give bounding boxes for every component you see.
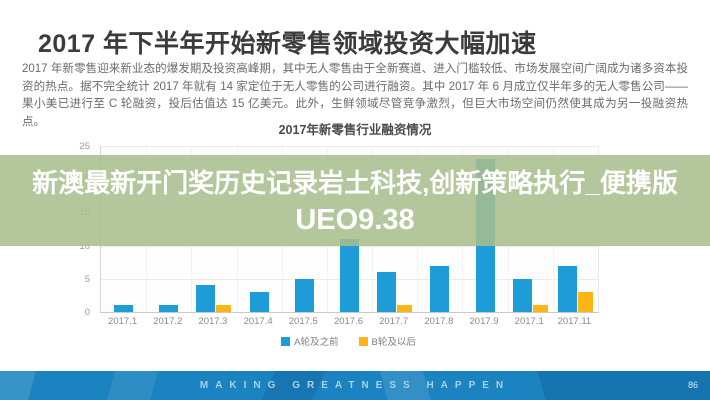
legend-item: B轮及以后	[358, 334, 416, 348]
legend-label: A轮及之前	[294, 337, 339, 348]
bar-A轮及之前	[196, 285, 216, 312]
x-tick-label: 2017.2	[153, 316, 183, 327]
legend-swatch	[358, 336, 368, 346]
x-tick-label: 2017.6	[333, 316, 364, 327]
footer-bar: MAKING GREATNESS HAPPEN 86	[0, 371, 710, 400]
bar-A轮及之前	[114, 305, 134, 312]
x-tick-label: 2017.8	[424, 316, 454, 327]
bar-group	[372, 146, 417, 312]
x-tick-label: 2017.5	[288, 316, 318, 327]
x-tick-label: 2017.7	[379, 316, 409, 327]
watermark-text-line2: UEO9.38	[295, 203, 415, 236]
bar-A轮及之前	[339, 238, 359, 312]
chart-legend: A轮及之前 B轮及以后	[100, 334, 597, 348]
page-number: 86	[687, 380, 698, 390]
y-tick-label: 25	[79, 141, 90, 152]
bar-group	[146, 146, 191, 312]
bar-group	[191, 146, 236, 312]
bar-B轮及以后	[397, 305, 413, 312]
chart-x-axis: 2017.1 2017.2 2017.3 2017.4 2017.5 2017.6 2017…	[100, 316, 597, 330]
bar-B轮及以后	[216, 305, 232, 312]
y-tick-label: 0	[84, 307, 90, 318]
bar-group	[237, 146, 282, 312]
gridline-horizontal	[101, 146, 598, 147]
bar-group	[101, 146, 146, 312]
x-tick-label: 2017.4	[243, 316, 273, 327]
bar-A轮及之前	[430, 265, 450, 312]
x-tick-label: 2017.9	[469, 316, 499, 327]
page-title: 2017 年下半年开始新零售领域投资大幅加速	[38, 30, 537, 58]
x-tick-label: 2017.3	[198, 316, 228, 327]
bar-group	[282, 146, 327, 312]
bar-group	[508, 146, 553, 312]
bar-A轮及之前	[159, 305, 179, 312]
x-tick-label: 2017.1	[514, 316, 544, 327]
x-tick-label: 2017.11	[557, 316, 592, 327]
body-paragraph: 2017 年新零售迎来新业态的爆发期及投资高峰期，其中无人零售由于全新赛道、进入…	[22, 63, 688, 128]
bar-B轮及以后	[532, 305, 548, 312]
y-tick-label: 10	[79, 240, 90, 252]
bar-A轮及之前	[377, 272, 397, 312]
legend-item: A轮及之前	[281, 334, 339, 348]
watermark-overlay-banner: 新澳最新开门奖历史记录岩土科技,创新策略执行_便携版 UEO9.38	[0, 155, 710, 246]
chart-title: 2017年新零售行业融资情况	[278, 123, 432, 137]
y-tick-label: 5	[84, 273, 90, 285]
bar-A轮及之前	[249, 292, 269, 312]
bar-group	[553, 146, 598, 312]
legend-label: B轮及以后	[371, 337, 416, 348]
x-tick-label: 2017.1	[108, 316, 138, 327]
bar-B轮及以后	[577, 292, 593, 312]
bar-A轮及之前	[557, 265, 577, 312]
bar-A轮及之前	[294, 278, 314, 312]
footer-slogan: MAKING GREATNESS HAPPEN	[199, 380, 511, 391]
bar-group	[417, 146, 462, 312]
legend-swatch	[281, 336, 291, 346]
bar-group	[327, 146, 372, 312]
watermark-text-line1: 新澳最新开门奖历史记录岩土科技,创新策略执行_便携版	[32, 167, 678, 198]
bar-A轮及之前	[512, 278, 532, 312]
